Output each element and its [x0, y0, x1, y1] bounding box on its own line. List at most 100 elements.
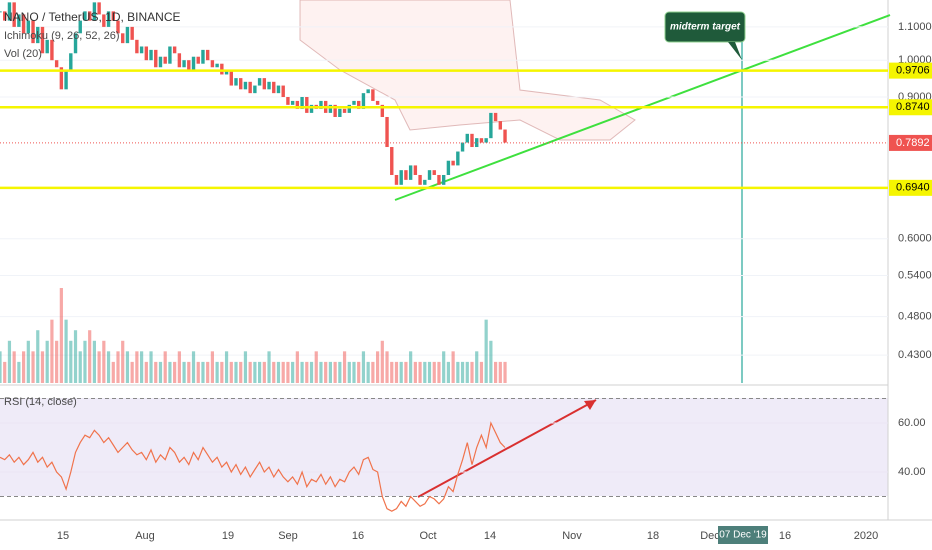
- volume-bar: [149, 351, 153, 383]
- volume-bar: [106, 351, 111, 383]
- crosshair-label: 07 Dec '19: [719, 530, 767, 541]
- x-tick-label: 19: [222, 530, 234, 542]
- volume-bar: [187, 361, 191, 383]
- volume-bar: [97, 351, 101, 383]
- candle: [300, 97, 304, 109]
- candle: [0, 11, 2, 13]
- volume-bar: [380, 340, 384, 383]
- candle: [135, 39, 139, 54]
- x-tick-label: Aug: [135, 530, 155, 542]
- x-tick-label: Oct: [419, 530, 436, 542]
- candle: [328, 104, 333, 113]
- candle: [375, 100, 380, 105]
- candle: [116, 20, 120, 34]
- candle: [97, 2, 101, 15]
- candle: [319, 100, 323, 109]
- volume-bar: [229, 361, 233, 383]
- volume-bar: [243, 351, 248, 383]
- volume-bar: [144, 361, 148, 383]
- candle: [210, 60, 215, 68]
- volume-bar: [489, 340, 493, 383]
- volume-bar: [409, 351, 413, 383]
- candle: [423, 179, 427, 185]
- candle: [229, 70, 233, 86]
- candle: [427, 170, 432, 180]
- candle: [87, 11, 92, 21]
- candle: [441, 174, 446, 185]
- candle: [31, 20, 35, 44]
- volume-bar: [50, 319, 54, 383]
- candle: [224, 70, 229, 75]
- volume-bar: [300, 361, 304, 383]
- candle: [404, 170, 408, 180]
- volume-bar: [451, 351, 455, 383]
- volume-bar: [239, 361, 243, 383]
- volume-bar: [418, 361, 422, 383]
- volume-bar: [470, 361, 474, 383]
- candle: [106, 11, 111, 27]
- volume-bar: [413, 361, 417, 383]
- chart-title: NANO / TetherUS, 1D, BINANCE: [4, 10, 181, 24]
- volume-bar: [347, 361, 351, 383]
- x-tick-label: Sep: [278, 530, 298, 542]
- candle: [418, 174, 422, 185]
- candle: [503, 129, 507, 143]
- volume-bar: [399, 361, 403, 383]
- volume-bar: [83, 340, 87, 383]
- candle: [498, 121, 503, 130]
- y-tick-label: 0.4300: [898, 349, 932, 361]
- last-price-bg: [889, 134, 932, 151]
- volume-bar: [111, 361, 115, 383]
- candle: [187, 60, 191, 71]
- candle: [149, 49, 153, 61]
- candle: [163, 56, 167, 64]
- candle: [196, 56, 200, 64]
- volume-bar: [248, 361, 252, 383]
- indicator-label: Vol (20): [4, 48, 42, 60]
- candle: [413, 165, 418, 175]
- candle: [69, 53, 73, 71]
- volume-bar: [498, 361, 502, 383]
- rsi-line: [0, 421, 506, 512]
- candle: [234, 78, 238, 86]
- volume-bar: [253, 361, 257, 383]
- y-tick-label: 0.6000: [898, 233, 932, 245]
- volume-bar: [191, 351, 196, 383]
- volume-bar: [262, 361, 266, 383]
- candle: [248, 81, 252, 94]
- x-tick-label: 15: [57, 530, 69, 542]
- candle: [361, 93, 366, 109]
- volume-bar: [342, 351, 347, 383]
- callout-tail: [728, 42, 742, 60]
- volume-bar: [78, 351, 82, 383]
- candle: [239, 78, 243, 90]
- volume-bar: [196, 361, 200, 383]
- volume-bar: [333, 361, 337, 383]
- candle: [36, 26, 40, 44]
- volume-bar: [324, 361, 328, 383]
- rsi-band: [0, 398, 888, 496]
- volume-bar: [220, 361, 224, 383]
- y-tick-label: 60.00: [898, 417, 926, 429]
- candle: [305, 97, 309, 113]
- last-price-label: 0.7892: [896, 137, 930, 149]
- candle: [205, 49, 210, 61]
- candle: [432, 170, 436, 175]
- candle: [380, 104, 385, 117]
- y-tick-label: 0.4800: [898, 311, 932, 323]
- candle: [50, 39, 54, 61]
- y-tick-label: 1.1000: [898, 21, 932, 33]
- volume-bar: [385, 351, 389, 383]
- candle: [489, 112, 493, 139]
- volume-bar: [135, 351, 139, 383]
- candle: [121, 33, 125, 44]
- candle: [460, 142, 465, 152]
- volume-bar: [267, 351, 271, 383]
- candle: [182, 60, 186, 68]
- candle: [45, 39, 49, 54]
- volume-bar: [390, 361, 394, 383]
- candle: [215, 63, 219, 68]
- volume-bar: [12, 351, 16, 383]
- candle: [21, 14, 26, 34]
